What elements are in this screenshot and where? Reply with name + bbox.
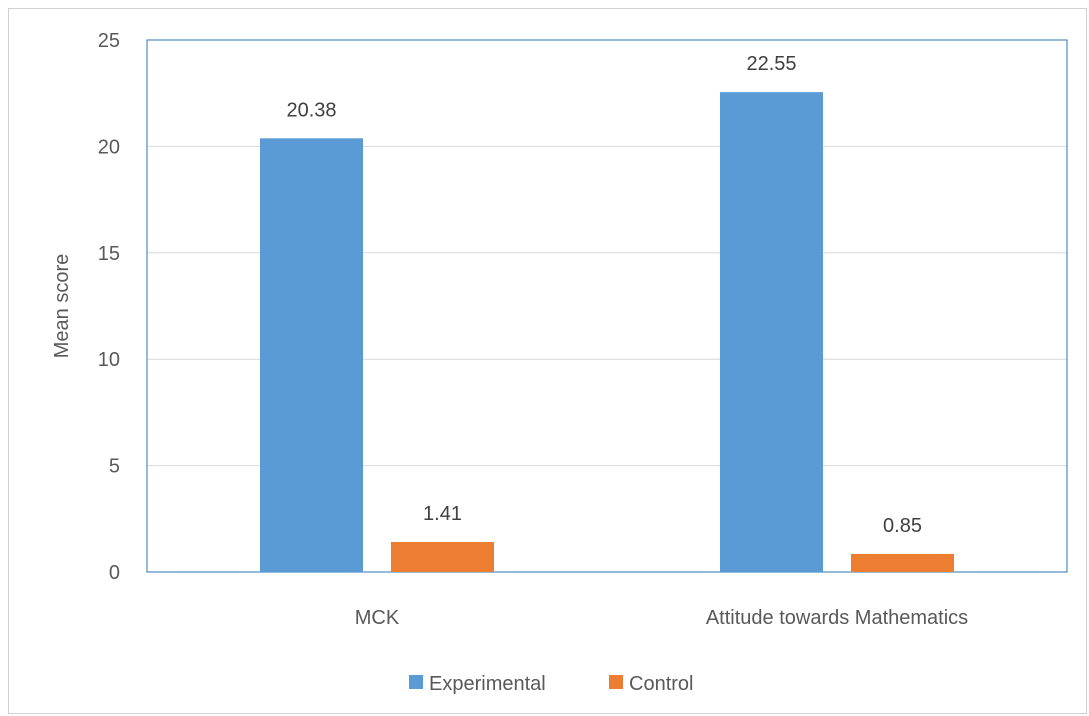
y-tick-label: 10 [98, 349, 120, 371]
data-label: 22.55 [746, 53, 796, 75]
legend-swatch [609, 675, 623, 689]
chart-frame [8, 8, 1087, 714]
plot-area-border [146, 39, 1068, 573]
data-label: 0.85 [883, 515, 922, 537]
legend-swatch [409, 675, 423, 689]
category-label: Attitude towards Mathematics [706, 607, 968, 629]
bar-experimental [720, 92, 823, 573]
data-label: 1.41 [423, 503, 462, 525]
y-tick-label: 15 [98, 243, 120, 265]
y-tick-label: 20 [98, 136, 120, 158]
y-tick-label: 0 [109, 562, 120, 584]
bar-experimental [260, 138, 363, 572]
category-labels: MCK Attitude towards Mathematics [355, 607, 968, 629]
y-axis-ticks: 0 5 10 15 20 25 [98, 30, 120, 584]
bars [260, 92, 954, 573]
data-labels: 20.38 1.41 22.55 0.85 [286, 53, 922, 537]
data-label: 20.38 [286, 99, 336, 121]
y-tick-label: 25 [98, 30, 120, 52]
bar-control [851, 553, 954, 572]
legend: Experimental Control [409, 673, 693, 695]
legend-label: Control [629, 673, 693, 695]
y-axis-title: Mean score [51, 254, 73, 359]
category-label: MCK [355, 607, 400, 629]
y-tick-label: 5 [109, 456, 120, 478]
bar-control [391, 541, 494, 572]
legend-label: Experimental [429, 673, 546, 695]
